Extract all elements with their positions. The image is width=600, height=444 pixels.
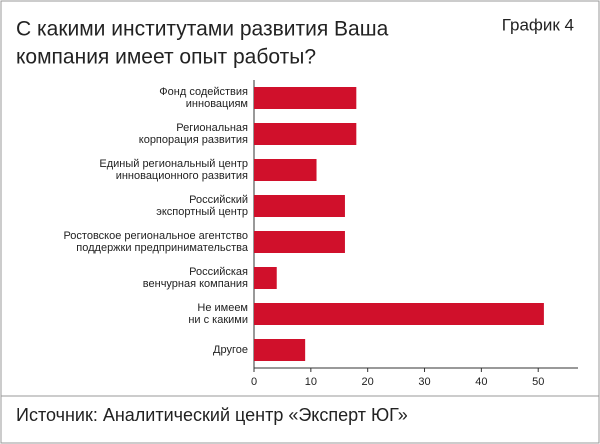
y-tick-label-line: Не имеем	[197, 302, 248, 314]
y-tick-label-line: Единый региональный центр	[99, 158, 248, 170]
x-tick-label: 40	[475, 376, 487, 388]
y-tick-label-line: Региональная	[176, 122, 248, 134]
y-tick-label-line: корпорация развития	[139, 134, 248, 146]
x-tick-label: 30	[418, 376, 430, 388]
y-tick-label: Российский экспортный центр	[156, 194, 248, 218]
x-tick-label: 10	[305, 376, 317, 388]
y-tick-label: Единый региональный центр инновационного …	[99, 158, 248, 182]
y-tick-label-line: поддержки предпринимательства	[76, 242, 249, 254]
y-tick-label-line: инновациям	[186, 98, 248, 110]
y-tick-label-line: ни с какими	[188, 314, 248, 326]
chart-title: С какими институтами развития Ваша	[16, 18, 389, 41]
y-tick-label-line: Ростовское региональное агентство	[63, 230, 248, 242]
bar	[254, 231, 345, 253]
y-tick-label-line: венчурная компания	[143, 278, 248, 290]
x-tick-label: 20	[362, 376, 374, 388]
y-tick-label-line: инновационного развития	[116, 170, 248, 182]
y-tick-label: Региональная корпорация развития	[139, 122, 248, 146]
bar	[254, 303, 544, 325]
y-tick-label: Не имеем ни с какими	[188, 302, 248, 326]
bar	[254, 267, 277, 289]
y-tick-label-line: Российский	[189, 194, 248, 206]
y-tick-label: Другое	[213, 344, 248, 356]
y-tick-label: Ростовское региональное агентство поддерж…	[63, 230, 248, 254]
y-tick-label: Российская венчурная компания	[143, 266, 248, 290]
y-tick-label: Фонд содействия инновациям	[159, 86, 248, 110]
y-tick-label-line: Другое	[213, 344, 248, 356]
bar	[254, 123, 357, 145]
x-tick-label: 0	[251, 376, 257, 388]
y-tick-label-line: экспортный центр	[156, 206, 248, 218]
y-tick-label-line: Российская	[189, 266, 248, 278]
chart-title: компания имеет опыт работы?	[16, 46, 316, 69]
x-tick-label: 50	[532, 376, 544, 388]
bar	[254, 87, 357, 109]
bar	[254, 159, 317, 181]
y-tick-label-line: Фонд содействия	[159, 86, 248, 98]
bar	[254, 339, 306, 361]
source: Источник: Аналитический центр «Эксперт Ю…	[16, 405, 408, 425]
bar	[254, 195, 345, 217]
chart-label: График 4	[502, 15, 574, 34]
